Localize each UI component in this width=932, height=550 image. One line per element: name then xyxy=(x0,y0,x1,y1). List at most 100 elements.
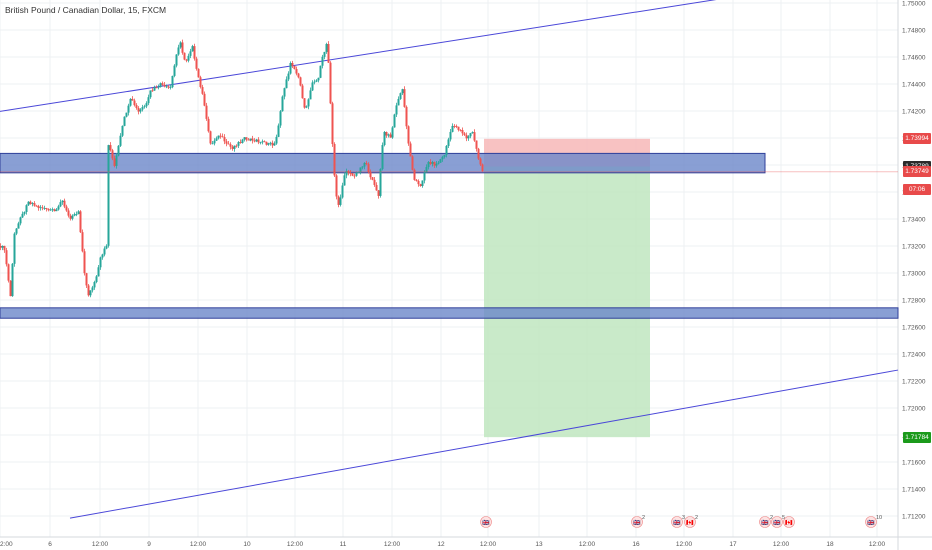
candle-body xyxy=(3,245,6,251)
candle-body xyxy=(243,137,246,140)
candle-body xyxy=(83,251,86,274)
candle-body xyxy=(363,162,366,167)
flag-icon: 🇬🇧 xyxy=(867,519,875,527)
candle-body xyxy=(31,203,34,204)
event-marker-bubble xyxy=(759,516,771,528)
event-marker-bubble xyxy=(783,516,795,528)
candle-body xyxy=(475,140,478,149)
candle-body xyxy=(235,145,238,147)
candle-body xyxy=(481,164,484,172)
candle-body xyxy=(71,215,74,219)
candle-body xyxy=(143,106,146,108)
candle-body xyxy=(461,130,464,134)
candle-body xyxy=(77,211,80,215)
y-tick-label: 1.74600 xyxy=(902,55,926,62)
candle-body xyxy=(163,84,166,87)
flag-icon: 🇬🇧 xyxy=(773,519,781,527)
candle-body xyxy=(255,139,258,142)
candle-body xyxy=(271,142,274,146)
candle-body xyxy=(137,108,140,112)
candle-body xyxy=(449,131,452,140)
candle-body xyxy=(105,245,108,249)
x-tick-label: 9 xyxy=(147,541,151,548)
candle-body xyxy=(357,172,360,174)
candle-body xyxy=(263,141,266,143)
candle-body xyxy=(297,73,300,78)
chart-title: British Pound / Canadian Dollar, 15, FXC… xyxy=(5,5,167,15)
candle-body xyxy=(75,214,78,215)
candle-body xyxy=(113,158,116,166)
candle-body xyxy=(343,175,346,186)
candle-body xyxy=(93,282,96,288)
candle-body xyxy=(5,250,8,265)
candle-body xyxy=(91,287,94,291)
candle-body xyxy=(355,172,358,176)
candle-body xyxy=(61,200,64,203)
event-marker-count: 2 xyxy=(642,515,645,521)
candle-body xyxy=(385,132,388,136)
candle-body xyxy=(95,276,98,283)
candle-body xyxy=(161,83,164,85)
candle-body xyxy=(295,69,298,74)
candle-body xyxy=(101,254,104,258)
candle-body xyxy=(43,208,46,209)
candle-body xyxy=(431,161,434,164)
candle-body xyxy=(393,114,396,128)
candle-body xyxy=(9,280,12,297)
candle-body xyxy=(21,213,24,218)
y-tick-label: 1.71200 xyxy=(902,514,926,521)
candle-body xyxy=(173,65,176,76)
event-marker: 🇨🇦 xyxy=(783,516,795,528)
candle-body xyxy=(473,132,476,141)
candle-body xyxy=(141,107,144,110)
candle-body xyxy=(17,223,20,229)
candle-body xyxy=(333,143,336,176)
candle-body xyxy=(153,87,156,91)
candle-body xyxy=(131,98,134,101)
x-tick-label: 6 xyxy=(48,541,52,548)
candle-body xyxy=(281,96,284,112)
candle-body xyxy=(365,162,368,164)
candle-body xyxy=(379,168,382,196)
y-tick-label: 1.74800 xyxy=(902,28,926,35)
x-tick-label: 18 xyxy=(826,541,834,548)
y-tick-label: 1.75000 xyxy=(902,1,926,8)
candle-body xyxy=(349,172,352,174)
price-axis-badge: 1.71784 xyxy=(903,431,931,443)
candle-body xyxy=(107,145,110,246)
candle-body xyxy=(15,228,18,234)
x-tick-label: 12:00 xyxy=(676,541,693,548)
candle-body xyxy=(289,62,292,74)
y-tick-label: 1.72000 xyxy=(902,406,926,413)
candle-body xyxy=(175,54,178,66)
price-axis-badge: 07:06 xyxy=(903,184,931,196)
candle-body xyxy=(477,148,480,159)
y-tick-label: 1.74200 xyxy=(902,109,926,116)
candle-body xyxy=(169,87,172,88)
candle-body xyxy=(201,87,204,94)
candle-body xyxy=(159,83,162,87)
candle-body xyxy=(423,172,426,181)
event-marker: 🇬🇧5 xyxy=(771,515,785,528)
candle-body xyxy=(413,169,416,180)
candle-body xyxy=(39,207,42,209)
candle-body xyxy=(371,177,374,180)
candle-body xyxy=(245,137,248,140)
candle-body xyxy=(145,103,148,107)
y-tick-label: 1.71600 xyxy=(902,460,926,467)
candle-body xyxy=(437,162,440,164)
x-tick-label: 12 xyxy=(437,541,445,548)
x-tick-label: 2:00 xyxy=(0,541,13,548)
candle-body xyxy=(53,209,56,212)
candle-body xyxy=(367,163,370,173)
candle-body xyxy=(321,56,324,66)
candle-body xyxy=(127,105,130,113)
candle-body xyxy=(249,138,252,141)
candle-body xyxy=(445,145,448,155)
candle-body xyxy=(215,138,218,141)
candle-body xyxy=(129,98,132,106)
candle-body xyxy=(261,141,264,143)
candle-body xyxy=(479,158,482,165)
candle-body xyxy=(387,134,390,136)
